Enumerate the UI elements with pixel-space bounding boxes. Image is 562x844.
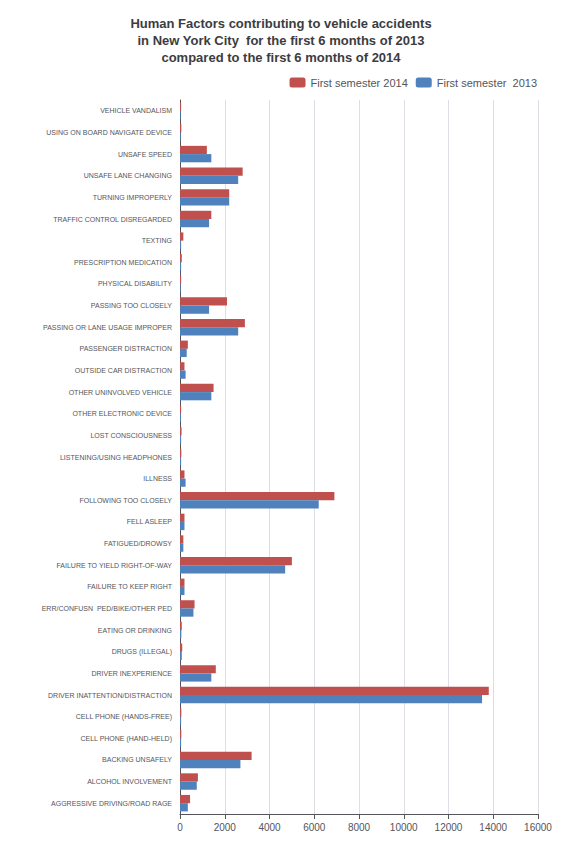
svg-text:in New York City for the firs: in New York City for the first 6 months … xyxy=(137,33,424,48)
svg-text:FAILURE TO KEEP RIGHT: FAILURE TO KEEP RIGHT xyxy=(87,583,173,590)
svg-text:ALCOHOL INVOLVEMENT: ALCOHOL INVOLVEMENT xyxy=(87,778,173,785)
svg-text:FAILURE TO YIELD RIGHT-OF-WAY: FAILURE TO YIELD RIGHT-OF-WAY xyxy=(56,562,172,569)
svg-text:BACKING UNSAFELY: BACKING UNSAFELY xyxy=(102,756,172,763)
svg-text:PASSENGER DISTRACTION: PASSENGER DISTRACTION xyxy=(80,345,172,352)
svg-text:TURNING IMPROPERLY: TURNING IMPROPERLY xyxy=(93,194,173,201)
svg-text:10000: 10000 xyxy=(390,822,418,833)
svg-text:PASSING OR LANE USAGE IMPROPER: PASSING OR LANE USAGE IMPROPER xyxy=(43,324,172,331)
svg-text:DRUGS (ILLEGAL): DRUGS (ILLEGAL) xyxy=(112,648,172,656)
svg-text:TRAFFIC CONTROL DISREGARDED: TRAFFIC CONTROL DISREGARDED xyxy=(53,216,172,223)
svg-text:First semester 2013: First semester 2013 xyxy=(437,77,537,89)
svg-text:DRIVER INEXPERIENCE: DRIVER INEXPERIENCE xyxy=(91,670,172,677)
svg-text:CELL PHONE (HAND-HELD): CELL PHONE (HAND-HELD) xyxy=(80,735,172,743)
svg-text:14000: 14000 xyxy=(479,822,507,833)
svg-text:compared to the first 6 months: compared to the first 6 months of 2014 xyxy=(161,50,401,65)
svg-text:16000: 16000 xyxy=(524,822,552,833)
svg-text:12000: 12000 xyxy=(435,822,463,833)
svg-text:8000: 8000 xyxy=(348,822,371,833)
svg-text:PRESCRIPTION MEDICATION: PRESCRIPTION MEDICATION xyxy=(74,259,172,266)
svg-text:OTHER ELECTRONIC DEVICE: OTHER ELECTRONIC DEVICE xyxy=(72,410,172,417)
svg-text:FOLLOWING TOO CLOSELY: FOLLOWING TOO CLOSELY xyxy=(79,497,172,504)
svg-text:PHYSICAL DISABILITY: PHYSICAL DISABILITY xyxy=(98,280,172,287)
svg-text:VEHICLE VANDALISM: VEHICLE VANDALISM xyxy=(100,107,172,114)
svg-text:EATING OR DRINKING: EATING OR DRINKING xyxy=(98,627,172,634)
svg-text:OTHER UNINVOLVED VEHICLE: OTHER UNINVOLVED VEHICLE xyxy=(69,389,173,396)
svg-text:USING ON BOARD NAVIGATE DEVICE: USING ON BOARD NAVIGATE DEVICE xyxy=(46,129,172,136)
svg-text:TEXTING: TEXTING xyxy=(142,237,172,244)
svg-text:UNSAFE SPEED: UNSAFE SPEED xyxy=(118,151,172,158)
svg-text:Human Factors contributing to: Human Factors contributing to vehicle ac… xyxy=(130,16,431,31)
svg-text:LOST CONSCIOUSNESS: LOST CONSCIOUSNESS xyxy=(90,432,172,439)
svg-text:0: 0 xyxy=(177,822,183,833)
svg-text:6000: 6000 xyxy=(303,822,326,833)
svg-text:PASSING TOO CLOSELY: PASSING TOO CLOSELY xyxy=(91,302,173,309)
svg-text:LISTENING/USING HEADPHONES: LISTENING/USING HEADPHONES xyxy=(60,454,172,461)
svg-text:FELL ASLEEP: FELL ASLEEP xyxy=(127,518,173,525)
svg-text:AGGRESSIVE DRIVING/ROAD RAGE: AGGRESSIVE DRIVING/ROAD RAGE xyxy=(51,800,172,807)
svg-text:4000: 4000 xyxy=(258,822,281,833)
svg-text:FATIGUED/DROWSY: FATIGUED/DROWSY xyxy=(104,540,172,547)
svg-text:ILLNESS: ILLNESS xyxy=(143,475,172,482)
svg-text:First semester 2014: First semester 2014 xyxy=(311,77,408,89)
svg-text:OUTSIDE CAR DISTRACTION: OUTSIDE CAR DISTRACTION xyxy=(75,367,172,374)
svg-text:2000: 2000 xyxy=(214,822,237,833)
svg-text:CELL PHONE (HANDS-FREE): CELL PHONE (HANDS-FREE) xyxy=(76,713,172,721)
svg-text:DRIVER INATTENTION/DISTRACTION: DRIVER INATTENTION/DISTRACTION xyxy=(48,692,172,699)
svg-text:ERR/CONFUSN PED/BIKE/OTHER PE: ERR/CONFUSN PED/BIKE/OTHER PED xyxy=(42,605,172,612)
svg-text:UNSAFE LANE CHANGING: UNSAFE LANE CHANGING xyxy=(84,172,172,179)
